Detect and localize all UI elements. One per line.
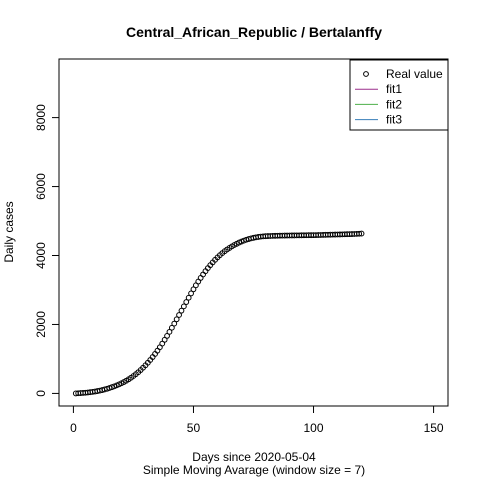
x-axis-label: Days since 2020-05-04 <box>192 450 316 464</box>
data-point <box>358 230 365 237</box>
y-tick-label: 0 <box>34 390 48 397</box>
legend-marker <box>363 71 369 77</box>
data-points <box>72 230 365 397</box>
y-tick-label: 2000 <box>34 311 48 338</box>
data-point <box>166 328 173 335</box>
y-tick-label: 6000 <box>34 173 48 200</box>
x-axis-sublabel: Simple Moving Avarage (window size = 7) <box>143 463 365 477</box>
data-point <box>183 299 190 305</box>
chart-title: Central_African_Republic / Bertalanffy <box>126 24 382 40</box>
x-tick-label: 50 <box>187 421 201 435</box>
y-axis: 0 2000 4000 6000 8000 <box>34 104 60 397</box>
legend-label: fit2 <box>386 97 402 111</box>
legend-label: fit3 <box>386 113 402 127</box>
y-tick-label: 8000 <box>34 104 48 131</box>
x-tick-label: 150 <box>424 421 444 435</box>
legend-label: fit1 <box>386 82 402 96</box>
x-tick-label: 0 <box>70 421 77 435</box>
legend-label: Real value <box>386 67 443 81</box>
data-point <box>180 303 187 310</box>
data-point <box>188 290 194 297</box>
x-axis: 0 50 100 150 <box>70 405 444 435</box>
data-point <box>164 333 170 339</box>
data-point <box>168 324 175 331</box>
data-point <box>173 316 180 323</box>
y-axis-label: Daily cases <box>2 201 16 262</box>
data-point <box>171 320 178 327</box>
data-point <box>178 307 185 314</box>
data-point <box>356 230 363 237</box>
y-tick-label: 4000 <box>34 242 48 269</box>
data-point <box>185 294 192 301</box>
x-tick-label: 100 <box>304 421 324 435</box>
data-point <box>176 312 182 318</box>
